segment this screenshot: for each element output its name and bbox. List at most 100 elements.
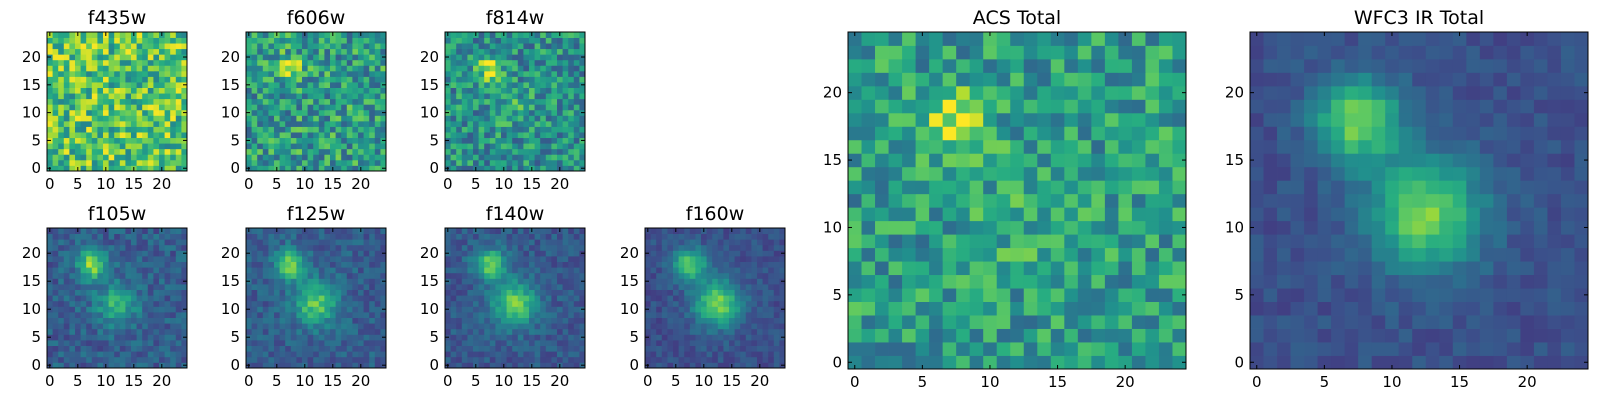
- heatmap-cell: [369, 159, 376, 166]
- heatmap-cell: [346, 306, 353, 313]
- heatmap-cell: [346, 98, 353, 105]
- heatmap-cell: [523, 59, 530, 66]
- heatmap-cell: [369, 300, 376, 307]
- heatmap-cell: [246, 59, 252, 66]
- heatmap-cell: [489, 109, 496, 116]
- heatmap-cell: [929, 180, 944, 195]
- heatmap-cell: [374, 295, 381, 302]
- heatmap-cell: [450, 82, 457, 88]
- heatmap-cell: [717, 228, 724, 234]
- heatmap-cell: [478, 306, 485, 313]
- heatmap-cell: [495, 159, 502, 166]
- heatmap-cell: [330, 159, 336, 166]
- heatmap-cell: [69, 278, 76, 285]
- heatmap-cell: [1172, 301, 1187, 316]
- heatmap-cell: [734, 261, 741, 268]
- heatmap-cell: [1064, 166, 1079, 181]
- heatmap-cell: [175, 154, 182, 161]
- heatmap-cell: [290, 76, 297, 83]
- heatmap-cell: [461, 65, 468, 72]
- heatmap-cell: [341, 300, 348, 307]
- heatmap-cell: [346, 87, 353, 94]
- heatmap-cell: [523, 154, 530, 161]
- heatmap-cell: [484, 261, 491, 268]
- heatmap-cell: [568, 154, 575, 161]
- heatmap-cell: [262, 59, 269, 66]
- heatmap-cell: [745, 244, 752, 251]
- heatmap-cell: [352, 312, 359, 318]
- heatmap-cell: [723, 362, 730, 369]
- heatmap-cell: [75, 289, 81, 296]
- heatmap-cell: [108, 59, 115, 66]
- heatmap-cell: [142, 120, 149, 127]
- heatmap-cell: [296, 228, 303, 234]
- heatmap-cell: [153, 228, 160, 234]
- heatmap-cell: [147, 289, 154, 296]
- heatmap-cell: [745, 362, 752, 369]
- heatmap-cell: [114, 137, 121, 144]
- heatmap-cell: [545, 54, 552, 61]
- heatmap-cell: [456, 340, 463, 346]
- heatmap-cell: [307, 148, 314, 155]
- heatmap-cell: [667, 272, 674, 279]
- heatmap-cell: [153, 272, 160, 279]
- heatmap-cell: [445, 345, 451, 352]
- heatmap-cell: [1010, 247, 1025, 262]
- heatmap-cell: [91, 323, 98, 330]
- heatmap-cell: [861, 301, 876, 316]
- heatmap-cell: [1064, 342, 1079, 356]
- heatmap-cell: [341, 272, 348, 279]
- heatmap-cell: [330, 109, 336, 116]
- heatmap-cell: [274, 87, 280, 94]
- heatmap-cell: [125, 289, 132, 296]
- heatmap-cell: [268, 59, 275, 66]
- heatmap-cell: [181, 43, 188, 50]
- heatmap-cell: [296, 272, 303, 279]
- heatmap-cell: [888, 180, 903, 195]
- heatmap-cell: [661, 272, 668, 279]
- heatmap-cell: [58, 98, 65, 105]
- heatmap-cell: [147, 104, 154, 111]
- heatmap-cell: [757, 239, 763, 246]
- heatmap-cell: [335, 356, 342, 363]
- heatmap-cell: [324, 345, 331, 352]
- heatmap-cell: [335, 54, 342, 61]
- heatmap-cell: [91, 228, 98, 234]
- heatmap-cell: [285, 233, 292, 240]
- heatmap-cell: [279, 340, 286, 346]
- heatmap-cell: [645, 244, 651, 251]
- heatmap-cell: [119, 289, 126, 296]
- heatmap-cell: [80, 54, 87, 61]
- heatmap-cell: [330, 48, 336, 55]
- heatmap-cell: [114, 317, 121, 324]
- heatmap-cell: [506, 256, 513, 262]
- heatmap-cell: [296, 250, 303, 257]
- heatmap-cell: [456, 239, 463, 246]
- heatmap-cell: [341, 65, 348, 72]
- heatmap-cell: [579, 317, 586, 324]
- heatmap-cell: [534, 165, 541, 172]
- heatmap-cell: [517, 233, 524, 240]
- heatmap-cell: [346, 289, 353, 296]
- heatmap-cell: [69, 256, 76, 262]
- heatmap-cell: [142, 37, 149, 44]
- heatmap-cell: [142, 289, 149, 296]
- heatmap-cell: [114, 312, 121, 318]
- x-tick-label: 5: [73, 372, 83, 390]
- heatmap-cell: [374, 115, 381, 122]
- heatmap-cell: [529, 87, 535, 94]
- heatmap-cell: [1077, 315, 1092, 329]
- heatmap-cell: [369, 54, 376, 61]
- heatmap-cell: [445, 356, 451, 363]
- heatmap-cell: [52, 165, 59, 172]
- heatmap-cell: [363, 244, 370, 251]
- heatmap-cell: [119, 250, 126, 257]
- heatmap-cell: [729, 351, 735, 358]
- heatmap-cell: [534, 32, 541, 38]
- heatmap-cell: [489, 82, 496, 88]
- heatmap-cell: [557, 356, 563, 363]
- heatmap-cell: [501, 76, 507, 83]
- heatmap-cell: [723, 228, 730, 234]
- heatmap-cell: [517, 143, 524, 150]
- heatmap-cell: [902, 220, 916, 235]
